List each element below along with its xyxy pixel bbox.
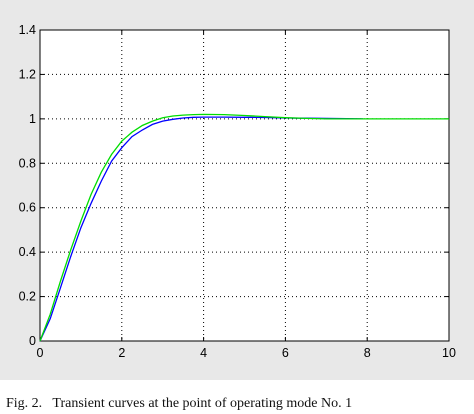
x-tick-label: 0 [37, 346, 44, 360]
figure-caption: Fig. 2. Transient curves at the point of… [6, 396, 353, 411]
transient-chart: 0 2 4 6 8 10 0 0.2 0.4 0.6 0.8 1 1.2 1.4 [19, 23, 456, 360]
y-tick-label: 0 [29, 334, 36, 348]
x-tick-label: 10 [442, 346, 456, 360]
x-tick-label: 6 [282, 346, 289, 360]
grid-lines [40, 30, 449, 341]
y-tick-label: 1.2 [19, 67, 36, 81]
series-lines [39, 113, 449, 342]
x-tick-label: 4 [200, 346, 207, 360]
axis-ticks: 0 2 4 6 8 10 0 0.2 0.4 0.6 0.8 1 1.2 1.4 [19, 23, 456, 360]
plot-area [39, 29, 450, 342]
x-tick-label: 8 [364, 346, 371, 360]
y-tick-label: 0.4 [19, 245, 36, 259]
y-tick-label: 1.4 [19, 23, 36, 37]
series-line-2 [39, 113, 449, 342]
y-tick-label: 0.2 [19, 290, 36, 304]
y-tick-label: 0.6 [19, 201, 36, 215]
figure-background: 0 2 4 6 8 10 0 0.2 0.4 0.6 0.8 1 1.2 1.4 [0, 0, 474, 380]
x-tick-label: 2 [118, 346, 125, 360]
y-tick-label: 1 [29, 112, 36, 126]
y-tick-label: 0.8 [19, 156, 36, 170]
